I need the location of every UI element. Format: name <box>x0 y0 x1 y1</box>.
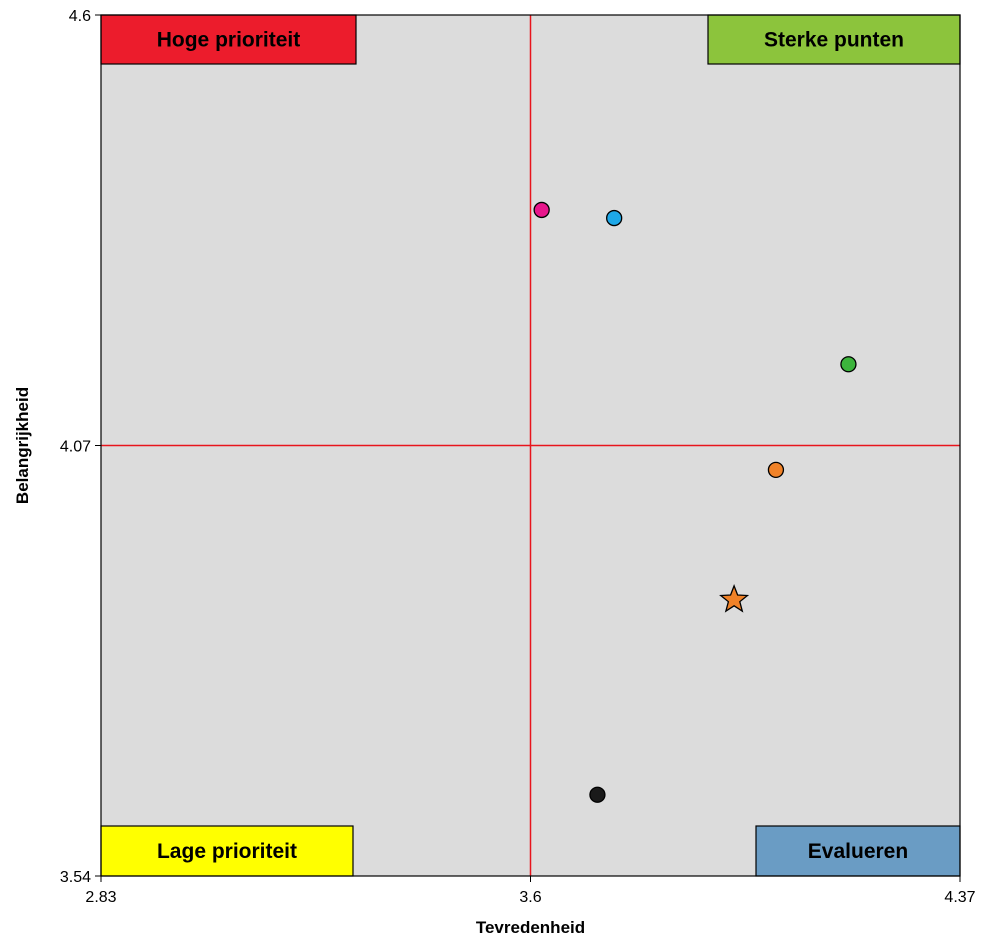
quadrant-label-text: Sterke punten <box>764 29 904 52</box>
y-tick-label: 3.54 <box>60 869 91 886</box>
y-tick-label: 4.07 <box>60 439 91 456</box>
x-tick-label: 2.83 <box>85 889 116 906</box>
quadrant-label-bottom-left: Lage prioriteit <box>100 825 354 877</box>
data-point-6 <box>589 786 606 803</box>
quadrant-label-text: Hoge prioriteit <box>157 29 301 52</box>
quadrant-label-box <box>755 825 961 877</box>
quadrant-label-top-left: Hoge prioriteit <box>100 14 357 65</box>
x-tick-label: 4.37 <box>944 889 975 906</box>
quadrant-label-text: Lage prioriteit <box>157 840 297 863</box>
quadrant-label-bottom-right: Evalueren <box>755 825 961 877</box>
quadrant-label-box <box>707 14 961 65</box>
data-point-1 <box>533 201 550 219</box>
quadrant-label-box <box>100 14 357 65</box>
data-point-3 <box>840 356 857 373</box>
data-point-2 <box>606 209 623 227</box>
data-point-star-5 <box>719 584 750 613</box>
x-tick-label: 3.6 <box>519 889 541 906</box>
y-axis-title: Belangrijkheid <box>13 387 32 504</box>
y-tick-label: 4.6 <box>69 8 91 25</box>
quadrant-label-top-right: Sterke punten <box>707 14 961 65</box>
quadrant-label-box <box>100 825 354 877</box>
data-point-4 <box>767 461 785 479</box>
x-axis-title: Tevredenheid <box>476 918 585 937</box>
quadrant-label-text: Evalueren <box>808 840 908 863</box>
